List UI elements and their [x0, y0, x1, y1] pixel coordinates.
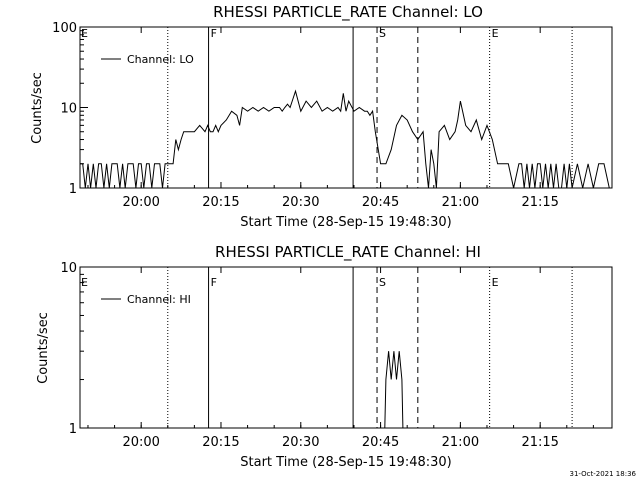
phase-marker-label-lo-5: E	[492, 27, 499, 40]
x-tick-label-hi-3: 20:45	[362, 435, 399, 450]
x-tick-label-hi-0: 20:00	[122, 435, 159, 450]
y-axis-label-lo: Counts/sec	[30, 72, 45, 144]
phase-marker-label-lo-1: F	[211, 27, 217, 40]
legend-label-hi: Channel: HI	[127, 293, 191, 306]
y-tick-label-hi-0: 1	[69, 422, 77, 437]
x-tick-label-hi-2: 20:30	[282, 435, 319, 450]
x-tick-label-lo-3: 20:45	[362, 195, 399, 210]
y-axis-label-hi: Counts/sec	[36, 312, 51, 384]
series-line-hi-0	[384, 351, 404, 429]
phase-marker-label-lo-3: S	[379, 27, 386, 40]
y-tick-label-lo-2: 100	[52, 21, 77, 36]
phase-marker-label-hi-3: S	[379, 276, 386, 289]
x-axis-label-hi: Start Time (28-Sep-15 19:48:30)	[240, 455, 451, 470]
footer-timestamp: 31-Oct-2021 18:36	[570, 470, 637, 478]
x-tick-label-lo-2: 20:30	[282, 195, 319, 210]
panel-lo: RHESSI PARTICLE_RATE Channel: LO Counts/…	[30, 3, 613, 230]
chart-title-hi: RHESSI PARTICLE_RATE Channel: HI	[215, 243, 481, 262]
legend-label-lo: Channel: LO	[127, 53, 194, 66]
panel-hi: RHESSI PARTICLE_RATE Channel: HI Counts/…	[36, 243, 613, 470]
plot-frame-hi	[79, 266, 613, 429]
x-axis-label-lo: Start Time (28-Sep-15 19:48:30)	[240, 215, 451, 230]
y-tick-label-hi-1: 10	[60, 261, 77, 276]
y-tick-label-lo-0: 1	[69, 182, 77, 197]
x-tick-label-hi-4: 21:00	[442, 435, 479, 450]
x-tick-label-lo-1: 20:15	[202, 195, 239, 210]
x-tick-label-lo-0: 20:00	[122, 195, 159, 210]
phase-edge-label-lo: E	[81, 27, 88, 40]
phase-edge-label-hi: E	[81, 276, 88, 289]
legend-hi: Channel: HI	[101, 293, 191, 306]
y-tick-label-lo-1: 10	[60, 102, 77, 117]
x-tick-label-lo-4: 21:00	[442, 195, 479, 210]
x-tick-label-lo-5: 21:15	[521, 195, 558, 210]
x-tick-label-hi-1: 20:15	[202, 435, 239, 450]
series-line-lo-0	[80, 89, 610, 189]
phase-marker-label-hi-5: E	[492, 276, 499, 289]
phase-marker-label-hi-1: F	[211, 276, 217, 289]
x-tick-label-hi-5: 21:15	[521, 435, 558, 450]
legend-lo: Channel: LO	[101, 53, 194, 66]
chart-title-lo: RHESSI PARTICLE_RATE Channel: LO	[213, 3, 483, 22]
